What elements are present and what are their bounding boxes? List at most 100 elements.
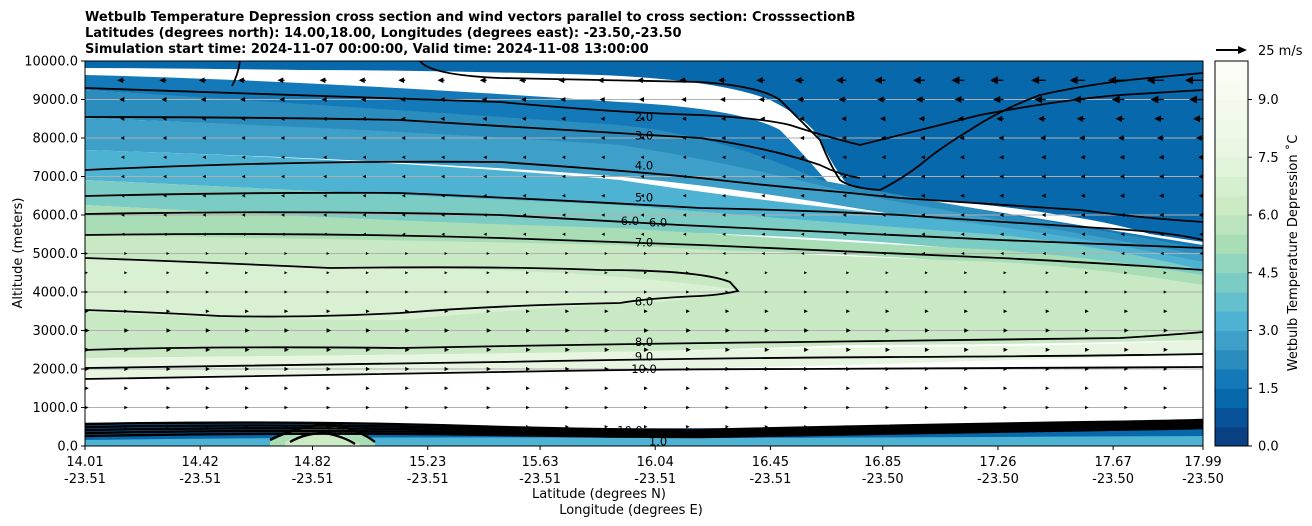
colorbar-band <box>1215 330 1248 351</box>
wind-arrow <box>526 425 530 429</box>
wind-arrow <box>526 252 530 255</box>
wind-arrow <box>1185 76 1203 85</box>
wind-arrow <box>1037 115 1046 122</box>
wind-arrow <box>85 271 88 275</box>
wind-arrow <box>522 155 527 159</box>
wind-arrow <box>405 425 409 429</box>
wind-arrow <box>764 328 770 333</box>
contour-line-8-upper <box>85 257 740 318</box>
wind-arrow <box>1124 386 1128 391</box>
wind-arrow <box>526 386 530 391</box>
wind-arrow <box>1203 406 1206 409</box>
x-tick-label-lon: -23.51 <box>634 472 676 487</box>
x-axis-label: Latitude (degrees N) <box>532 487 666 502</box>
wind-arrow <box>437 77 445 84</box>
wind-arrow <box>124 252 128 255</box>
wind-arrow <box>644 328 649 333</box>
colorbar-band <box>1215 195 1248 216</box>
wind-arrow <box>526 366 531 372</box>
wind-arrow <box>764 425 769 429</box>
contour-label-text: 7.0 <box>635 236 653 250</box>
wind-arrow <box>522 174 527 179</box>
colorbar-band <box>1215 369 1248 389</box>
wind-arrow <box>1085 425 1089 429</box>
wind-arrow <box>163 232 167 236</box>
wind-arrow <box>804 328 809 333</box>
y-tick-label: 5000.0 <box>33 247 79 262</box>
wind-arrow <box>1124 328 1129 333</box>
wind-arrow <box>1124 405 1128 410</box>
wind-arrow <box>482 116 487 121</box>
wind-arrow <box>682 174 687 179</box>
wind-arrow <box>483 194 487 198</box>
wind-arrow <box>720 96 726 103</box>
wind-arrow <box>725 309 730 314</box>
wind-arrow <box>644 347 649 353</box>
wind-arrow <box>85 386 89 391</box>
wind-arrow <box>401 194 406 198</box>
wind-arrow <box>838 96 847 103</box>
wind-arrow <box>1045 405 1050 410</box>
wind-arrow <box>440 116 445 121</box>
wind-arrow <box>361 116 366 121</box>
wind-arrow <box>760 116 765 122</box>
wind-arrow <box>885 425 889 429</box>
wind-arrow <box>999 174 1004 179</box>
wind-arrow <box>1045 290 1049 294</box>
wind-arrow <box>120 155 125 159</box>
contour-label-text: 6.0 <box>649 216 667 230</box>
wind-arrow <box>1199 251 1203 256</box>
wind-arrow <box>964 425 968 429</box>
wind-arrow <box>682 155 687 159</box>
wind-arrow <box>682 213 687 217</box>
colorbar-tick-label: 0.0 <box>1258 440 1279 455</box>
contour-label-text: 1.0 <box>326 422 344 436</box>
wind-arrow <box>326 252 330 255</box>
wind-arrow <box>644 290 648 294</box>
wind-arrow <box>1198 212 1203 218</box>
wind-arrow <box>441 213 445 217</box>
wind-arrow <box>722 194 726 198</box>
wind-arrow <box>881 135 886 141</box>
wind-arrow <box>1069 76 1086 85</box>
wind-arrow <box>1203 348 1207 352</box>
wind-arrow <box>323 232 327 236</box>
wind-arrow <box>756 77 765 84</box>
wind-arrow <box>284 386 289 391</box>
wind-arrow <box>365 405 370 410</box>
wind-arrow <box>405 252 409 255</box>
wind-arrow <box>721 155 726 159</box>
y-axis: 0.0 1000.0 2000.0 3000.0 4000.0 5000.0 6000.0 7… <box>24 55 85 455</box>
wind-arrow <box>486 386 491 391</box>
wind-arrow <box>1073 95 1086 104</box>
x-tick-label-lon: -23.50 <box>1092 472 1134 487</box>
wind-arrow <box>526 309 530 314</box>
wind-arrow <box>117 77 125 84</box>
wind-arrow <box>842 213 847 217</box>
wind-arrow <box>686 271 690 275</box>
wind-arrow <box>241 155 246 159</box>
wind-arrow <box>686 252 690 255</box>
wind-arrow <box>166 347 172 353</box>
wind-arrow <box>924 347 930 352</box>
wind-arrow <box>279 97 285 102</box>
wind-arrow <box>758 96 765 103</box>
wind-arrow <box>245 366 250 372</box>
wind-arrow <box>565 271 569 275</box>
wind-arrow <box>486 309 491 314</box>
wind-arrow <box>964 290 968 294</box>
surface-contour-stack <box>85 418 1203 445</box>
wind-arrow <box>444 405 449 410</box>
colorbar-tick-label: 7.5 <box>1258 151 1279 166</box>
wind-arrow <box>166 309 171 314</box>
wind-arrow <box>996 115 1004 122</box>
wind-arrow <box>1042 232 1046 237</box>
wind-arrow <box>881 174 886 179</box>
wind-arrow <box>483 213 487 217</box>
wind-arrow <box>999 193 1004 198</box>
wind-arrow <box>604 366 609 372</box>
wind-arrow <box>794 76 805 84</box>
wind-arrow <box>482 136 487 140</box>
colorbar-tick-label: 9.0 <box>1258 93 1279 108</box>
wind-arrow <box>166 405 171 410</box>
